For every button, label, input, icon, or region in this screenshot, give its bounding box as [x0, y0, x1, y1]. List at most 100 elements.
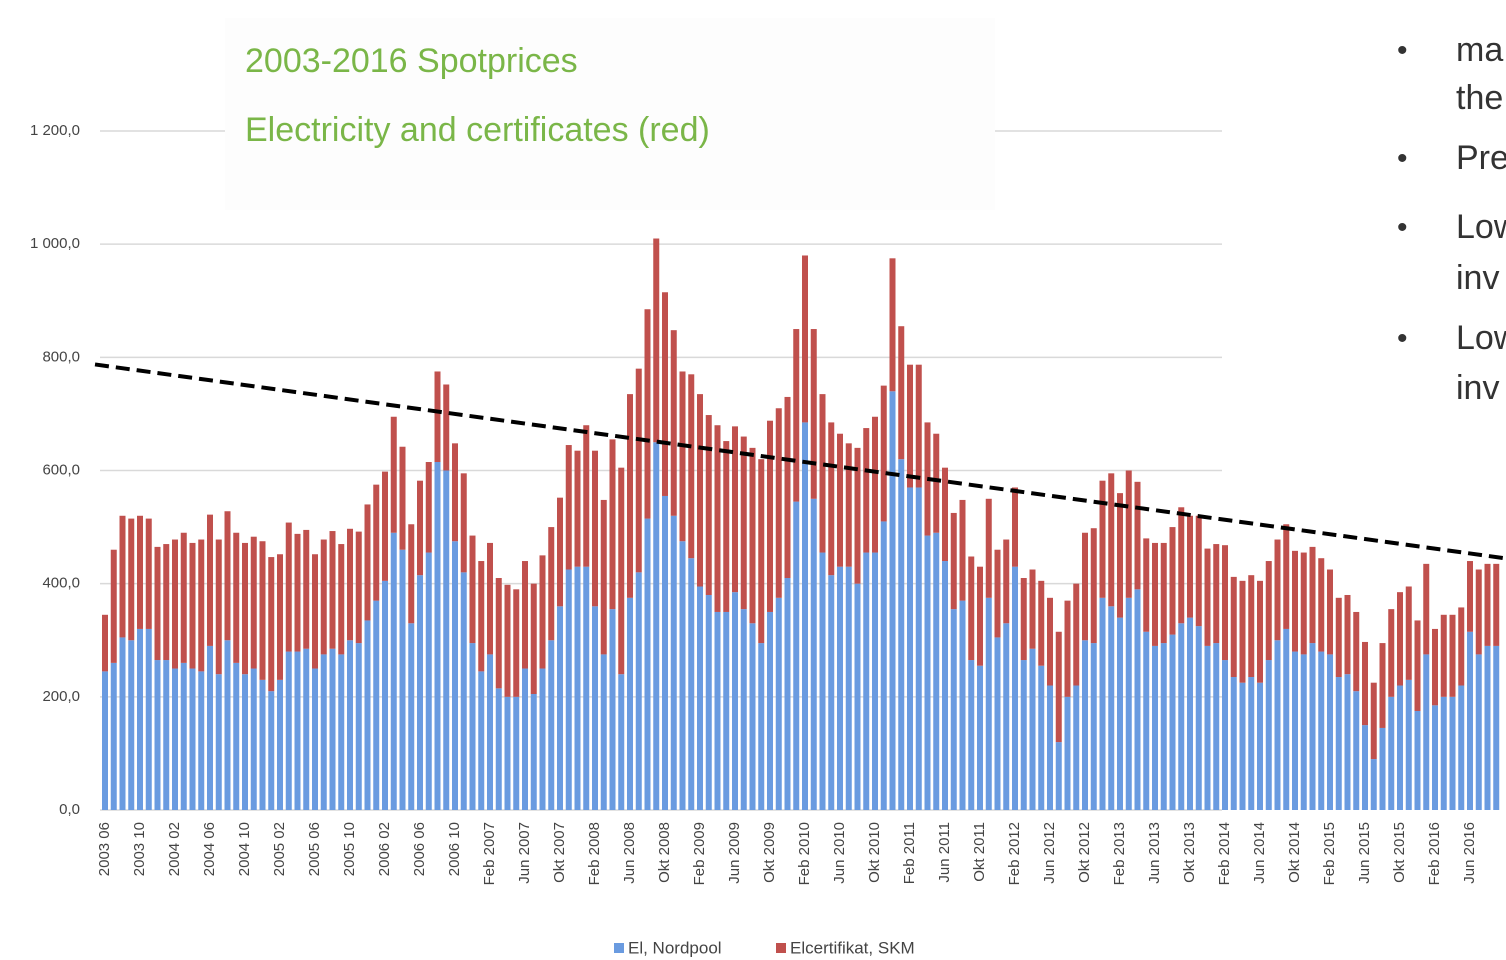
- bar-segment: [644, 309, 651, 519]
- bar-segment: [644, 518, 651, 810]
- bar-segment: [1012, 566, 1018, 810]
- bar-segment: [670, 515, 677, 810]
- bar-segment: [312, 668, 318, 810]
- bar-segment: [592, 606, 598, 810]
- bar-segment: [1379, 727, 1386, 810]
- x-tick-label: Jun 2015: [1356, 822, 1373, 884]
- bar-segment: [1335, 597, 1342, 678]
- bar-segment: [1195, 626, 1202, 810]
- bar-segment: [233, 532, 240, 663]
- bullet-text: Low: [1456, 208, 1506, 246]
- title-box: [225, 18, 995, 210]
- bar-segment: [154, 546, 161, 661]
- bar-segment: [697, 586, 703, 810]
- bar-segment: [600, 499, 607, 655]
- x-tick-label: 2006 02: [376, 822, 393, 876]
- bar-segment: [784, 578, 791, 810]
- bar-segment: [513, 696, 520, 810]
- bar-segment: [1362, 725, 1368, 810]
- bar-segment: [355, 531, 362, 644]
- bar-segment: [1090, 643, 1097, 810]
- bar-segment: [583, 566, 590, 810]
- bar-segment: [110, 549, 117, 663]
- bar-segment: [1484, 563, 1491, 646]
- bar-segment: [609, 609, 616, 810]
- bar-segment: [1274, 539, 1281, 641]
- bar-segment: [1257, 682, 1263, 810]
- bar-segment: [1405, 586, 1412, 680]
- y-tick-label: 0,0: [59, 801, 80, 818]
- bar-segment: [915, 487, 922, 810]
- bar-segment: [250, 536, 257, 669]
- bar-segment: [277, 679, 283, 810]
- bar-segment: [522, 668, 528, 810]
- x-tick-label: Okt 2011: [971, 822, 988, 882]
- bar-segment: [1397, 685, 1403, 810]
- chart-subtitle: Electricity and certificates (red): [245, 111, 710, 149]
- bar-segment: [338, 654, 345, 810]
- bar-segment: [1423, 563, 1430, 655]
- bar-segment: [539, 668, 546, 810]
- bar-segment: [1388, 696, 1395, 810]
- bar-segment: [1353, 611, 1360, 692]
- bar-segment: [320, 654, 327, 810]
- bar-segment: [452, 541, 458, 810]
- bar-segment: [487, 542, 493, 655]
- bar-segment: [1178, 623, 1185, 810]
- bar-segment: [207, 645, 213, 810]
- bar-segment: [268, 691, 275, 810]
- bar-segment: [1134, 481, 1141, 590]
- bar-segment: [102, 671, 108, 810]
- bar-segment: [1064, 600, 1071, 697]
- bar-segment: [277, 554, 283, 680]
- bar-segment: [102, 614, 108, 672]
- bar-segment: [1152, 542, 1158, 646]
- x-tick-label: Jun 2009: [726, 822, 743, 884]
- bar-segment: [767, 420, 773, 612]
- bar-segment: [670, 330, 677, 516]
- x-tick-label: Feb 2008: [586, 822, 603, 885]
- chart-title: 2003-2016 Spotprices: [245, 42, 578, 80]
- bar-segment: [495, 578, 502, 689]
- bar-segment: [1493, 645, 1500, 810]
- bar-segment: [303, 529, 310, 649]
- x-tick-label: Jun 2007: [516, 822, 533, 884]
- bar-segment: [1388, 609, 1395, 697]
- bar-segment: [259, 541, 266, 680]
- bar-segment: [1248, 677, 1255, 810]
- x-tick-label: Feb 2012: [1006, 822, 1023, 885]
- bar-segment: [758, 459, 765, 644]
- bar-segment: [513, 589, 520, 697]
- bar-segment: [854, 447, 861, 584]
- bar-segment: [732, 426, 738, 593]
- y-tick-label: 1 200,0: [30, 122, 80, 139]
- bar-segment: [119, 515, 126, 638]
- bar-segment: [242, 542, 248, 675]
- bar-segment: [530, 694, 537, 810]
- bar-segment: [784, 396, 791, 579]
- bar-segment: [1344, 594, 1351, 675]
- x-tick-label: Okt 2012: [1076, 822, 1093, 883]
- bar-segment: [478, 671, 485, 810]
- bar-segment: [1423, 654, 1430, 810]
- bar-segment: [889, 258, 896, 392]
- bar-segment: [565, 569, 572, 810]
- bar-segment: [793, 501, 800, 810]
- bar-segment: [1204, 548, 1211, 646]
- bar-segment: [1108, 606, 1115, 810]
- bar-segment: [215, 539, 222, 675]
- bar-segment: [845, 443, 852, 567]
- bar-segment: [207, 514, 213, 646]
- bar-segment: [215, 674, 222, 810]
- bar-segment: [145, 628, 152, 810]
- bar-segment: [898, 459, 905, 810]
- bar-segment: [1370, 682, 1377, 760]
- bar-segment: [933, 433, 940, 533]
- bar-segment: [1125, 470, 1132, 598]
- bar-segment: [819, 394, 826, 553]
- bar-segment: [627, 394, 633, 598]
- bar-segment: [1020, 660, 1027, 810]
- bar-segment: [355, 643, 362, 810]
- bar-segment: [1344, 674, 1351, 810]
